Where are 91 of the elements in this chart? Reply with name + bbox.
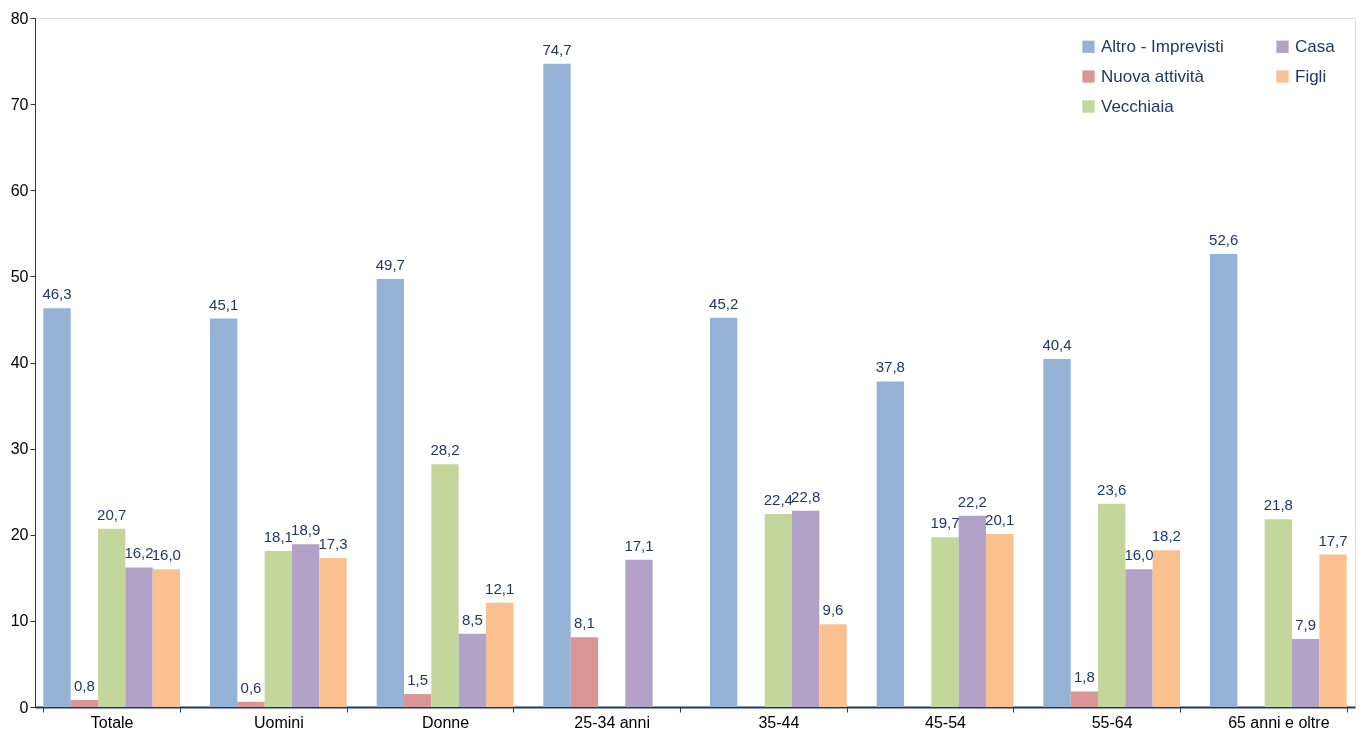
bar: [1152, 550, 1180, 707]
y-tick-label: 70: [10, 95, 29, 113]
data-label: 22,4: [763, 491, 793, 509]
bar: [1319, 554, 1347, 707]
data-label: 18,9: [291, 521, 321, 539]
y-tick-label: 20: [10, 526, 29, 544]
data-label: 28,2: [430, 441, 460, 459]
data-label: 9,6: [822, 601, 844, 619]
data-label: 45,1: [209, 295, 239, 313]
data-label: 52,6: [1209, 230, 1239, 248]
bar: [70, 700, 98, 707]
y-tick-label: 60: [10, 181, 29, 199]
bar: [98, 528, 126, 707]
x-tick-label: Donne: [421, 713, 470, 731]
data-label: 19,7: [930, 514, 960, 532]
bar: [792, 510, 820, 707]
bar: [1264, 519, 1292, 707]
data-label: 12,1: [485, 579, 515, 597]
data-label: 37,8: [875, 358, 905, 376]
y-tick-label: 50: [10, 267, 29, 285]
data-label: 49,7: [375, 255, 405, 273]
data-label: 18,2: [1151, 527, 1181, 545]
y-tick-label: 80: [10, 9, 29, 27]
y-tick-label: 40: [10, 354, 29, 371]
data-label: 16,0: [1124, 546, 1154, 564]
bar: [1125, 569, 1153, 707]
y-tick-label: 0: [19, 698, 29, 716]
legend-label: Casa: [1295, 36, 1336, 56]
bar: [1210, 253, 1238, 707]
bar: [1070, 691, 1098, 707]
bar: [764, 514, 792, 707]
data-label: 1,8: [1073, 668, 1095, 686]
data-label: 22,2: [957, 492, 987, 510]
data-label: 8,5: [461, 610, 483, 628]
bar: [570, 637, 598, 707]
data-label: 17,7: [1318, 531, 1348, 549]
bar: [237, 701, 265, 707]
data-label: 8,1: [573, 614, 595, 632]
data-label: 0,6: [240, 678, 262, 696]
bar: [43, 308, 71, 707]
bar: [319, 558, 347, 707]
bar: [152, 569, 180, 707]
data-label: 20,1: [985, 510, 1015, 528]
bar: [931, 537, 959, 707]
bar: [710, 317, 738, 707]
x-tick-label: Totale: [90, 713, 134, 731]
legend-label: Altro - Imprevisti: [1101, 36, 1224, 56]
x-tick-label: Uomini: [253, 713, 304, 731]
bar: [404, 694, 432, 707]
data-label: 17,3: [318, 535, 348, 552]
bar: [210, 318, 238, 707]
bar: [625, 559, 653, 707]
data-label: 16,2: [124, 544, 154, 562]
bar: [1292, 638, 1320, 707]
bar: [958, 515, 986, 707]
legend-label: Nuova attività: [1101, 66, 1205, 86]
bar: [376, 278, 404, 707]
bar: [292, 544, 320, 707]
y-tick-label: 10: [10, 612, 29, 630]
data-label: 0,8: [73, 677, 95, 695]
data-label: 45,2: [709, 294, 739, 312]
data-label: 46,3: [42, 285, 72, 303]
x-tick-label: 25-34 anni: [574, 713, 650, 731]
data-label: 74,7: [542, 40, 572, 58]
bar: [1098, 503, 1126, 707]
legend-label: Vecchiaia: [1101, 96, 1175, 116]
data-label: 17,1: [624, 536, 654, 554]
bar: [986, 533, 1014, 707]
bar: [1043, 359, 1071, 707]
data-label: 18,1: [263, 528, 293, 546]
y-tick-label: 30: [10, 440, 29, 458]
data-label: 22,8: [791, 487, 821, 505]
x-tick-label: 45-54: [925, 713, 967, 731]
bar: [431, 464, 459, 707]
bar: [264, 551, 292, 707]
data-label: 21,8: [1263, 496, 1293, 514]
bar: [819, 624, 847, 707]
bar: [458, 633, 486, 707]
x-tick-label: 55-64: [1091, 713, 1133, 731]
data-label: 7,9: [1295, 615, 1317, 633]
bar: [125, 567, 153, 707]
data-label: 40,4: [1042, 336, 1072, 354]
bar: [543, 63, 571, 707]
bar: [876, 381, 904, 707]
bar: [486, 602, 514, 707]
x-tick-label: 65 anni e oltre: [1228, 713, 1330, 731]
legend-label: Figli: [1295, 66, 1327, 86]
data-label: 23,6: [1097, 480, 1127, 498]
data-label: 20,7: [97, 505, 127, 523]
data-label: 1,5: [407, 671, 429, 689]
x-tick-label: 35-44: [758, 713, 800, 731]
